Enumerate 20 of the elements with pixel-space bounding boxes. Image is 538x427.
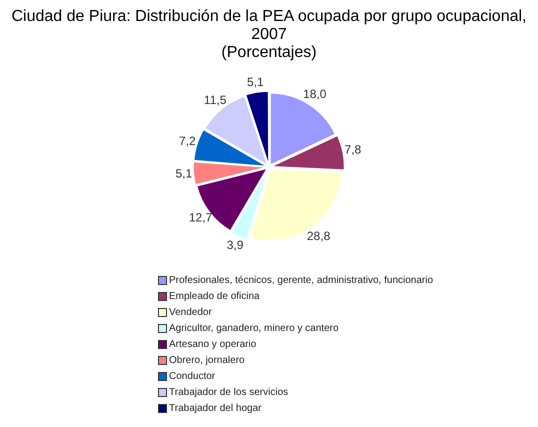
- chart-title: Ciudad de Piura: Distribución de la PEA ocupada por grupo ocupacional, 2007: [10, 8, 528, 44]
- data-label: 5,1: [175, 166, 192, 180]
- legend-label: Vendedor: [169, 306, 212, 318]
- legend-label: Artesano y operario: [169, 338, 256, 350]
- data-label: 7,8: [344, 142, 362, 157]
- legend-label: Trabajador del hogar: [169, 402, 262, 414]
- legend-label: Empleado de oficina: [169, 290, 260, 302]
- data-label: 18,0: [303, 87, 327, 102]
- chart-subtitle: (Porcentajes): [220, 44, 318, 62]
- data-label: 28,8: [306, 228, 331, 243]
- legend-label: Obrero, jornalero: [169, 354, 245, 366]
- data-label: 3,9: [226, 238, 244, 252]
- data-label: 11,5: [204, 92, 227, 107]
- legend-label: Conductor: [169, 370, 216, 382]
- data-label: 5,1: [247, 74, 264, 89]
- data-label: 12,7: [188, 210, 213, 224]
- legend-label: Trabajador de los servicios: [169, 386, 288, 398]
- data-label: 7,2: [179, 134, 196, 148]
- legend-label: Agricultor, ganadero, minero y cantero: [169, 322, 339, 334]
- legend-label: Profesionales, técnicos, gerente, administrativo, funcionario: [169, 274, 434, 286]
